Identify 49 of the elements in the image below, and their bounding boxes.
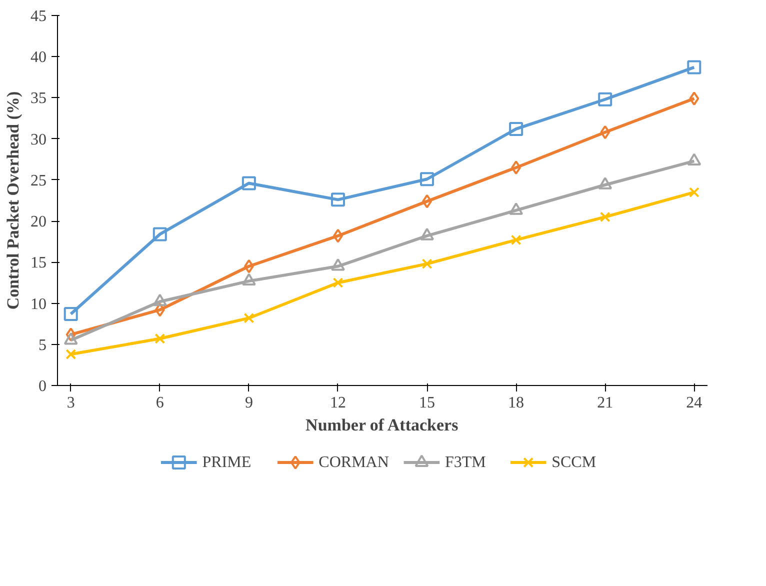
- point: [66, 328, 76, 342]
- y-tick-label: 25: [30, 172, 46, 190]
- point: [420, 172, 434, 186]
- point: [688, 187, 700, 198]
- point: [511, 160, 522, 175]
- point: [152, 227, 167, 242]
- point: [242, 176, 256, 190]
- x-tick-label: 15: [419, 394, 436, 412]
- point: [330, 192, 345, 207]
- x-axis-title: Number of Attackers: [306, 416, 459, 434]
- y-tick-label: 30: [30, 131, 46, 148]
- point: [244, 312, 254, 324]
- point: [422, 194, 432, 208]
- point: [244, 259, 254, 274]
- y-tick-label: 0: [38, 378, 46, 395]
- point: [66, 349, 76, 360]
- y-tick-label: 10: [30, 296, 46, 313]
- x-tick-label: 6: [156, 394, 164, 412]
- x-tick-label: 18: [508, 394, 524, 412]
- legend-label: F3TM: [444, 454, 486, 471]
- point: [687, 60, 702, 74]
- point: [510, 234, 522, 246]
- point: [332, 228, 343, 243]
- point: [600, 125, 610, 140]
- point: [154, 333, 166, 344]
- x-tick-label: 9: [244, 394, 253, 412]
- x-tick-label: 12: [330, 394, 346, 412]
- legend-label: PRIME: [202, 454, 252, 471]
- y-tick-label: 40: [30, 49, 46, 66]
- point: [242, 273, 256, 286]
- point: [509, 122, 524, 136]
- point: [598, 92, 612, 106]
- y-tick-label: 45: [30, 8, 46, 25]
- point: [154, 302, 165, 317]
- y-tick-label: 20: [30, 214, 46, 231]
- x-tick-label: 24: [686, 394, 702, 412]
- x-tick-label: 21: [597, 394, 614, 412]
- y-tick-label: 35: [30, 90, 46, 108]
- point: [689, 92, 700, 106]
- point: [600, 212, 610, 222]
- legend-label: SCCM: [552, 454, 596, 471]
- y-tick-label: 5: [38, 336, 46, 354]
- point: [332, 277, 344, 288]
- point: [64, 306, 78, 321]
- legend-label: CORMAN: [318, 454, 390, 471]
- point: [422, 258, 432, 270]
- y-tick-label: 15: [30, 254, 46, 272]
- x-tick-label: 3: [66, 394, 75, 412]
- y-axis-title: Control Packet Overhead (%): [4, 91, 22, 310]
